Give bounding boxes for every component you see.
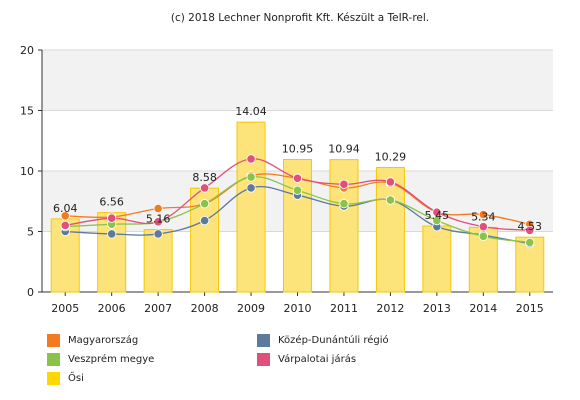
x-tick-label: 2014 [469, 302, 497, 315]
legend-swatch [47, 372, 60, 385]
point-v-rpalotai-j-r-s [385, 177, 396, 187]
bar-data-label: 10.94 [328, 143, 360, 156]
bar-osi [143, 229, 173, 293]
x-tick-label: 2011 [330, 302, 358, 315]
x-tick-label: 2009 [237, 302, 265, 315]
point-k-z-p-dun-nt-li-r-gi- [199, 216, 210, 226]
point-k-z-p-dun-nt-li-r-gi- [107, 229, 117, 239]
y-tick-label: 15 [20, 105, 34, 118]
legend-item[interactable]: Várpalotai járás [257, 353, 356, 366]
legend-item[interactable]: Ősi [47, 372, 84, 385]
bar-osi [329, 159, 359, 293]
point-veszpr-m-megye [339, 199, 349, 209]
point-veszpr-m-megye [292, 185, 303, 195]
legend-swatch [257, 353, 270, 366]
point-veszpr-m-megye [199, 199, 210, 209]
legend-swatch [47, 334, 60, 347]
x-tick-label: 2007 [144, 302, 172, 315]
point-k-z-p-dun-nt-li-r-gi- [153, 229, 163, 239]
bar-osi [422, 225, 452, 293]
bar-data-label: 6.56 [99, 196, 124, 209]
bar-osi [236, 121, 266, 293]
point-veszpr-m-megye [246, 172, 256, 182]
x-tick-label: 2006 [98, 302, 126, 315]
point-v-rpalotai-j-r-s [339, 179, 349, 189]
legend-item[interactable]: Veszprém megye [47, 353, 154, 366]
grid-band [42, 50, 553, 111]
point-magyarorsz-g [60, 211, 70, 221]
credit-text: (c) 2018 Lechner Nonprofit Kft. Készült … [170, 12, 430, 24]
x-tick-label: 2015 [516, 302, 544, 315]
bar-data-label: 10.29 [375, 150, 407, 163]
legend-label: Magyarország [68, 335, 139, 346]
point-v-rpalotai-j-r-s [107, 213, 117, 223]
y-tick-label: 10 [20, 165, 34, 178]
bar-data-label: 4.53 [518, 220, 543, 233]
point-veszpr-m-megye [478, 231, 488, 241]
bar-data-label: 6.04 [53, 202, 78, 215]
legend-label: Veszprém megye [68, 354, 155, 365]
bar-osi [375, 166, 405, 293]
y-tick-label: 5 [27, 226, 34, 239]
x-tick-label: 2013 [423, 302, 451, 315]
x-tick-label: 2012 [376, 302, 404, 315]
legend-label: Várpalotai járás [278, 354, 357, 365]
point-magyarorsz-g [478, 209, 488, 220]
bar-data-label: 10.95 [282, 143, 314, 156]
point-k-z-p-dun-nt-li-r-gi- [246, 183, 256, 193]
point-v-rpalotai-j-r-s [153, 217, 163, 227]
point-v-rpalotai-j-r-s [60, 220, 70, 231]
y-tick-label: 20 [20, 44, 34, 57]
bar-data-label: 5.45 [425, 209, 450, 222]
x-tick-label: 2005 [51, 302, 79, 315]
legend-label: Közép-Dunántúli régió [278, 335, 389, 346]
point-v-rpalotai-j-r-s [432, 207, 442, 217]
legend-item[interactable]: Közép-Dunántúli régió [257, 334, 389, 347]
legend-label: Ősi [68, 373, 84, 384]
point-veszpr-m-megye [385, 195, 396, 205]
bar-data-label: 5.34 [471, 210, 496, 223]
legend-item[interactable]: Magyarország [47, 334, 138, 347]
point-v-rpalotai-j-r-s [525, 225, 535, 235]
bar-data-label: 14.04 [235, 105, 267, 118]
chart-svg: 0 5 10 15 20 2005 2006 2007 2008 2009 2010 2011 2012… [20, 44, 553, 315]
legend-swatch [47, 353, 60, 366]
x-tick-label: 2010 [284, 302, 312, 315]
legend-swatch [257, 334, 270, 347]
point-v-rpalotai-j-r-s [478, 222, 488, 232]
bar-data-label: 5.16 [146, 213, 171, 226]
x-tick-label: 2008 [191, 302, 219, 315]
bar-data-label: 8.58 [192, 171, 217, 184]
point-v-rpalotai-j-r-s [199, 183, 210, 193]
y-tick-label: 0 [27, 286, 34, 299]
point-v-rpalotai-j-r-s [246, 154, 256, 164]
point-veszpr-m-megye [525, 237, 535, 247]
point-v-rpalotai-j-r-s [292, 173, 303, 183]
point-magyarorsz-g [153, 203, 163, 214]
